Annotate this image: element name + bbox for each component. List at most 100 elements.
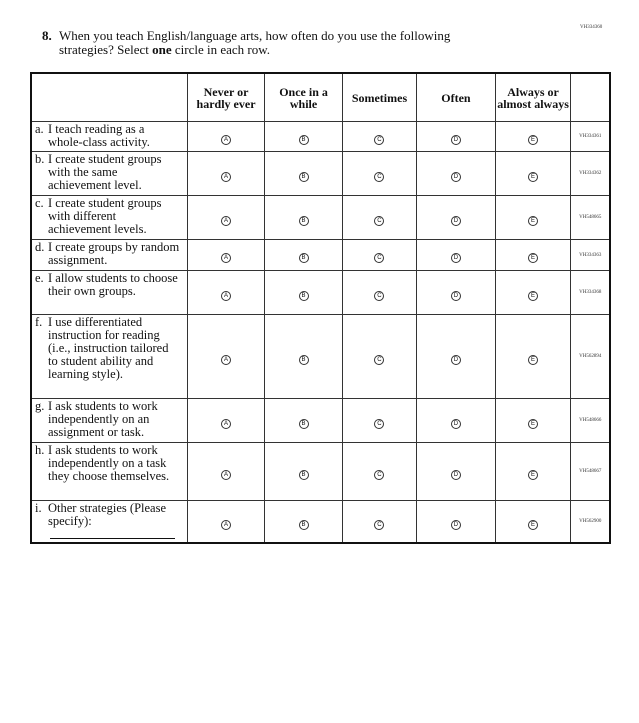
question-code: VH334360 — [580, 25, 603, 30]
response-bubble[interactable]: B — [298, 253, 309, 263]
response-bubble[interactable]: E — [528, 134, 539, 145]
item-label: d. I create groups by random assignment. — [30, 239, 188, 271]
response-bubble[interactable]: A — [221, 418, 232, 429]
response-bubble[interactable]: C — [374, 253, 385, 263]
table-row: h. I ask students to work independently o… — [30, 442, 611, 501]
response-bubble[interactable]: D — [450, 354, 461, 365]
response-bubble[interactable]: E — [528, 171, 539, 182]
column-header: Often — [416, 72, 496, 122]
item-code: VH562894 — [570, 314, 611, 399]
table-row: e. I allow students to choose their own g… — [30, 270, 611, 315]
response-bubble[interactable]: C — [374, 215, 385, 226]
response-grid: Never or hardly ever Once in a while Somet… — [30, 72, 611, 544]
item-letter: b. — [35, 152, 45, 166]
response-bubble[interactable]: E — [528, 290, 539, 301]
item-letter: g. — [35, 399, 45, 413]
item-code: VH548666 — [570, 398, 611, 443]
specify-input[interactable] — [50, 538, 175, 539]
column-header: Always or almost always — [494, 72, 572, 122]
item-code: VH334363 — [570, 239, 611, 271]
item-letter: a. — [35, 122, 44, 136]
response-bubble[interactable]: A — [221, 290, 232, 301]
item-letter: i. — [35, 501, 42, 515]
response-bubble[interactable]: C — [374, 519, 385, 530]
response-bubble[interactable]: B — [298, 215, 309, 226]
item-label: f. I use differentiated instruction for r… — [30, 314, 188, 399]
item-label: h. I ask students to work independently o… — [30, 442, 188, 501]
item-label: i. Other strategies (Please specify): — [30, 500, 188, 544]
code-header — [570, 72, 611, 122]
response-bubble[interactable]: C — [374, 418, 385, 429]
response-bubble[interactable]: E — [528, 253, 539, 263]
response-bubble[interactable]: C — [374, 171, 385, 182]
item-text: I create student groups with different a… — [48, 196, 162, 236]
item-letter: e. — [35, 271, 44, 285]
question-text: 8. When you teach English/language arts,… — [42, 28, 451, 57]
response-bubble[interactable]: B — [298, 134, 309, 145]
item-label: e. I allow students to choose their own g… — [30, 270, 188, 315]
item-code: VH562900 — [570, 500, 611, 544]
response-bubble[interactable]: E — [528, 215, 539, 226]
response-bubble[interactable]: B — [298, 469, 309, 480]
response-bubble[interactable]: B — [298, 418, 309, 429]
response-bubble[interactable]: B — [298, 519, 309, 530]
item-letter: f. — [35, 315, 43, 329]
item-text: I ask students to work independently on … — [48, 399, 158, 439]
response-bubble[interactable]: C — [374, 469, 385, 480]
response-bubble[interactable]: C — [374, 290, 385, 301]
item-code: VH334362 — [570, 151, 611, 196]
response-bubble[interactable]: D — [450, 519, 461, 530]
table-row: g. I ask students to work independently o… — [30, 398, 611, 443]
table-row: a. I teach reading as a whole-class activ… — [30, 121, 611, 152]
item-letter: d. — [35, 240, 45, 254]
item-code: VH548665 — [570, 195, 611, 240]
response-bubble[interactable]: A — [221, 519, 232, 530]
response-bubble[interactable]: E — [528, 418, 539, 429]
response-bubble[interactable]: A — [221, 215, 232, 226]
item-label: a. I teach reading as a whole-class activ… — [30, 121, 188, 152]
response-bubble[interactable]: C — [374, 134, 385, 145]
item-text: I ask students to work independently on … — [48, 443, 170, 483]
table-row: b. I create student groups with the same … — [30, 151, 611, 196]
item-code: VH334361 — [570, 121, 611, 152]
response-bubble[interactable]: E — [528, 519, 539, 530]
item-text: I create groups by random assignment. — [48, 240, 180, 267]
column-header: Once in a while — [264, 72, 343, 122]
item-label: b. I create student groups with the same … — [30, 151, 188, 196]
table-row: d. I create groups by random assignment. A… — [30, 239, 611, 271]
response-bubble[interactable]: A — [221, 171, 232, 182]
response-bubble[interactable]: A — [221, 253, 232, 263]
response-bubble[interactable]: B — [298, 290, 309, 301]
response-bubble[interactable]: E — [528, 469, 539, 480]
item-label: g. I ask students to work independently o… — [30, 398, 188, 443]
response-bubble[interactable]: D — [450, 290, 461, 301]
item-text: I use differentiated instruction for rea… — [48, 315, 169, 381]
item-letter: c. — [35, 196, 44, 210]
response-bubble[interactable]: E — [528, 354, 539, 365]
item-text: Other strategies (Please specify): — [48, 501, 167, 528]
item-code: VH334368 — [570, 270, 611, 315]
response-bubble[interactable]: A — [221, 469, 232, 480]
response-bubble[interactable]: D — [450, 171, 461, 182]
item-text: I teach reading as a whole-class activit… — [48, 122, 150, 149]
response-bubble[interactable]: D — [450, 215, 461, 226]
item-text: I allow students to choose their own gro… — [48, 271, 178, 298]
column-header: Sometimes — [341, 72, 418, 122]
response-bubble[interactable]: D — [450, 418, 461, 429]
table-row: c. I create student groups with different… — [30, 195, 611, 240]
response-bubble[interactable]: B — [298, 171, 309, 182]
item-letter: h. — [35, 443, 45, 457]
column-header: Never or hardly ever — [186, 72, 266, 122]
response-bubble[interactable]: A — [221, 354, 232, 365]
response-bubble[interactable]: C — [374, 354, 385, 365]
response-bubble[interactable]: A — [221, 134, 232, 145]
response-bubble[interactable]: D — [450, 253, 461, 263]
item-code: VH548667 — [570, 442, 611, 501]
response-bubble[interactable]: D — [450, 469, 461, 480]
item-text: I create student groups with the same ac… — [48, 152, 162, 192]
response-bubble[interactable]: B — [298, 354, 309, 365]
item-label: c. I create student groups with different… — [30, 195, 188, 240]
response-bubble[interactable]: D — [450, 134, 461, 145]
table-row: i. Other strategies (Please specify): A B C D… — [30, 500, 611, 544]
table-row: f. I use differentiated instruction for r… — [30, 314, 611, 399]
